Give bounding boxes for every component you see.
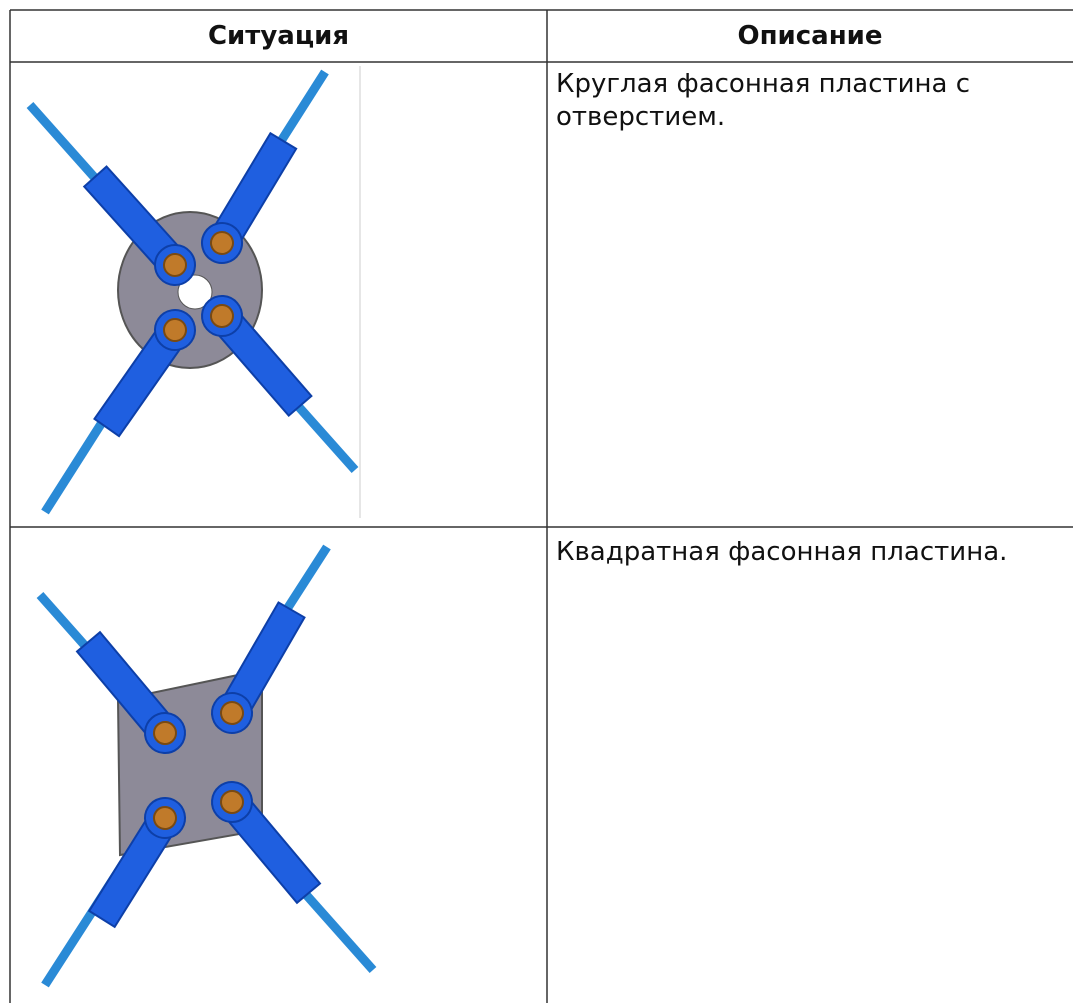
description-cell: Квадратная фасонная пластина. (556, 537, 1008, 567)
header-cell: Описание (737, 21, 883, 51)
round-plate-illustration (26, 66, 361, 518)
table-grid (9, 9, 1073, 1003)
description-cell: Круглая фасонная пластина с отверстием. (556, 69, 971, 132)
header-cell: Ситуация (207, 21, 350, 51)
square-plate-illustration (36, 544, 377, 988)
